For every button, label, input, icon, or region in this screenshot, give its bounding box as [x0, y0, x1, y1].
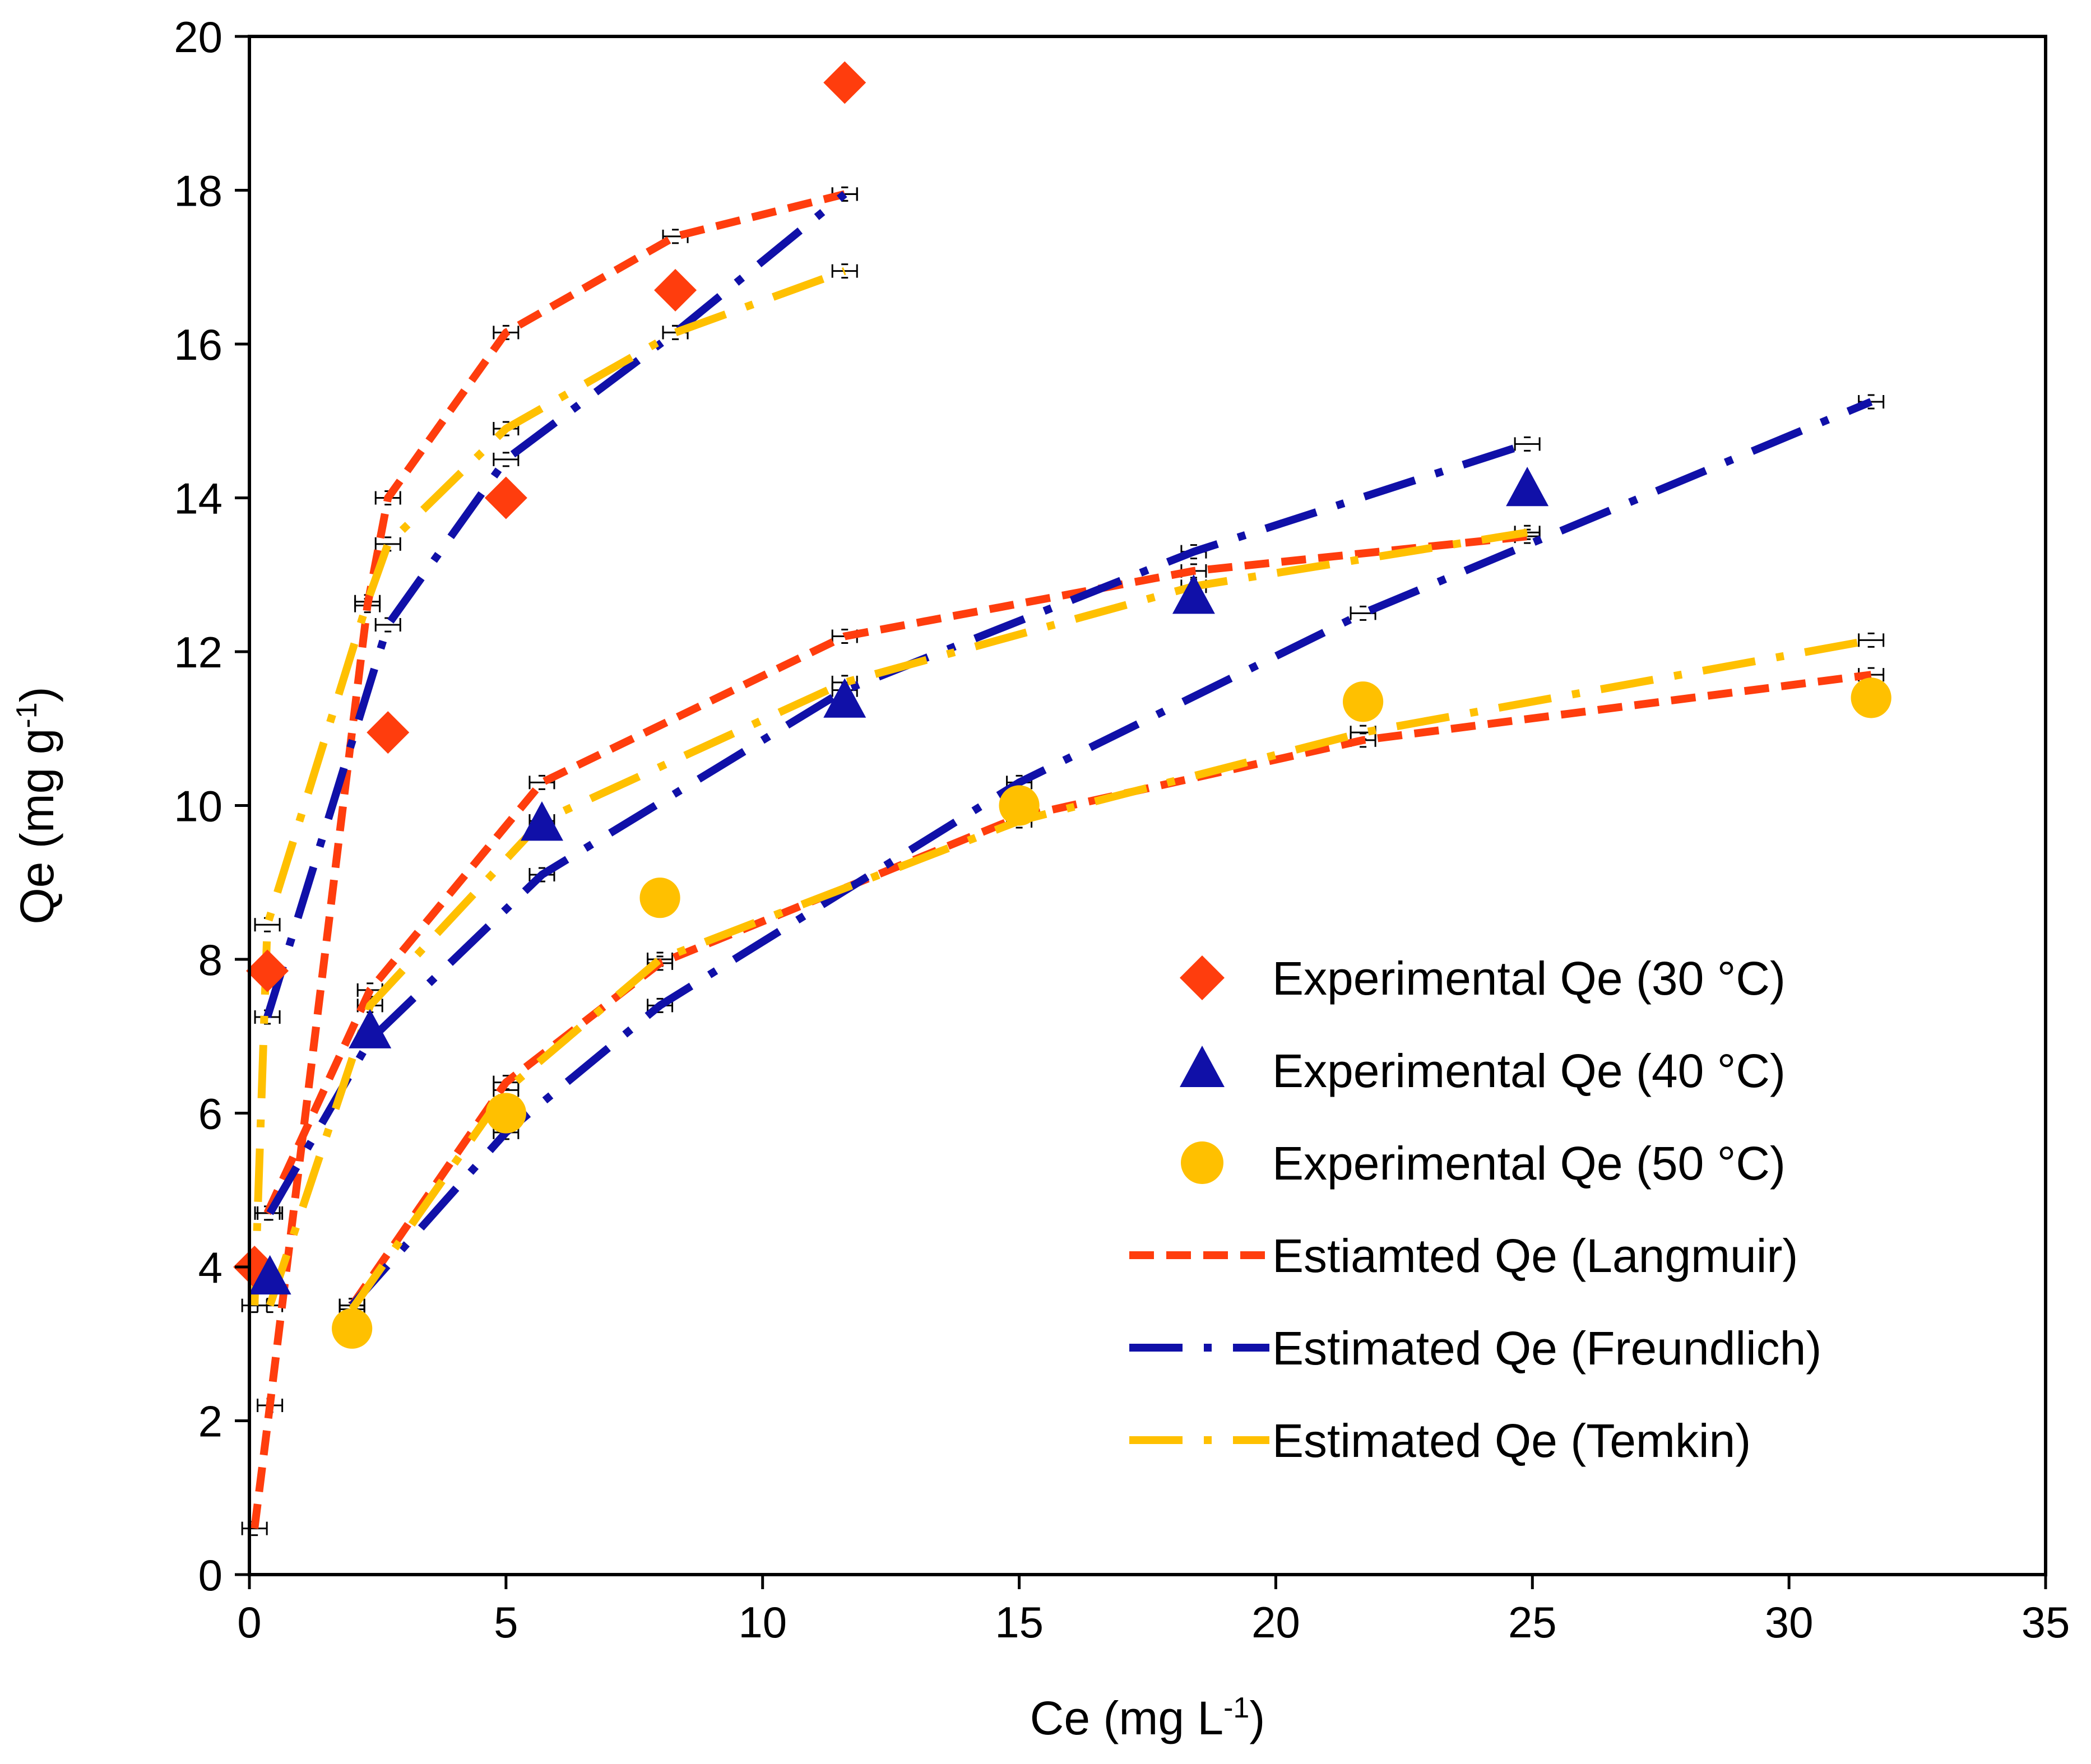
y-tick-label: 20 — [174, 12, 222, 62]
error-bar — [662, 324, 689, 340]
y-tick-label: 12 — [174, 628, 222, 677]
legend-label: Estiamted Qe (Langmuir) — [1272, 1229, 1798, 1282]
data-markers — [233, 61, 1891, 1349]
fit-lines — [251, 190, 1873, 1529]
error-bar — [241, 1521, 268, 1536]
estiamted-qe-langmuir-line — [349, 671, 1872, 1308]
error-bar — [493, 452, 520, 467]
x-tick-label: 30 — [1765, 1598, 1814, 1647]
error-bar — [254, 917, 281, 932]
error-bar — [374, 536, 401, 552]
legend-label: Experimental Qe (40 °C) — [1272, 1045, 1786, 1097]
experimental-qe-40-c-legend-marker — [1180, 1046, 1225, 1087]
y-axis-title: Qe (mg g-1) — [11, 686, 63, 924]
experimental-qe-30-c-point — [246, 949, 289, 992]
y-tick-label: 16 — [174, 320, 222, 369]
y-tick-label: 6 — [198, 1089, 222, 1139]
x-tick-label: 15 — [995, 1598, 1044, 1647]
estimated-qe-temkin-line — [349, 636, 1872, 1312]
error-bar — [1858, 394, 1885, 410]
y-axis-ticks: 0 2 4 6 8 10 12 14 16 18 20 — [174, 12, 249, 1600]
estimated-qe-temkin-line — [266, 528, 1528, 1307]
experimental-qe-30-c-point — [654, 268, 697, 312]
x-tick-label: 5 — [494, 1598, 518, 1647]
experimental-qe-40-c-point — [248, 1255, 291, 1295]
estimated-qe-freundlich-line — [263, 191, 847, 1018]
experimental-qe-50-c-point — [1343, 681, 1384, 722]
error-bar — [1350, 605, 1376, 621]
x-tick-label: 35 — [2022, 1598, 2070, 1647]
y-tick-label: 0 — [198, 1551, 222, 1600]
error-bar — [528, 774, 555, 790]
experimental-qe-40-c-point — [1172, 574, 1215, 614]
estiamted-qe-langmuir-line — [263, 532, 1528, 1215]
experimental-qe-30-c-point — [484, 476, 527, 519]
x-tick-label: 20 — [1251, 1598, 1300, 1647]
legend-label: Estimated Qe (Freundlich) — [1272, 1322, 1821, 1375]
y-tick-label: 4 — [198, 1243, 222, 1292]
error-bar — [493, 1082, 520, 1098]
experimental-qe-40-c-point — [349, 1009, 392, 1048]
legend: Experimental Qe (30 °C) Experimental Qe (… — [1129, 952, 1821, 1467]
legend-label: Experimental Qe (50 °C) — [1272, 1137, 1786, 1190]
experimental-qe-50-c-point — [639, 878, 680, 918]
error-bar — [831, 263, 858, 279]
experimental-qe-50-c-legend-marker — [1181, 1141, 1223, 1184]
y-tick-label: 18 — [174, 166, 222, 216]
estiamted-qe-langmuir-line — [251, 190, 846, 1529]
error-bar — [374, 617, 401, 633]
y-tick-label: 14 — [174, 474, 222, 523]
experimental-qe-50-c-point — [485, 1093, 526, 1134]
y-tick-label: 2 — [198, 1397, 222, 1446]
legend-label: Experimental Qe (30 °C) — [1272, 952, 1786, 1005]
y-tick-label: 8 — [198, 935, 222, 985]
y-tick-label: 10 — [174, 782, 222, 831]
experimental-qe-50-c-point — [332, 1308, 373, 1349]
x-axis-title: Ce (mg L-1) — [1030, 1692, 1265, 1744]
experimental-qe-40-c-point — [1506, 466, 1549, 507]
x-axis-ticks: 0 5 10 15 20 25 30 35 — [237, 1575, 2070, 1647]
legend-label: Estimated Qe (Temkin) — [1272, 1414, 1751, 1467]
experimental-qe-40-c-point — [823, 678, 866, 718]
experimental-qe-30-c-legend-marker — [1180, 955, 1225, 1000]
x-tick-label: 0 — [237, 1598, 261, 1647]
experimental-qe-50-c-point — [1851, 677, 1891, 718]
error-bar — [1514, 436, 1541, 452]
experimental-qe-30-c-point — [367, 711, 410, 754]
error-bar — [1858, 632, 1885, 648]
x-tick-label: 25 — [1508, 1598, 1557, 1647]
x-tick-label: 10 — [738, 1598, 787, 1647]
experimental-qe-50-c-point — [999, 785, 1040, 826]
experimental-qe-40-c-point — [520, 801, 563, 841]
experimental-qe-30-c-point — [823, 61, 866, 104]
